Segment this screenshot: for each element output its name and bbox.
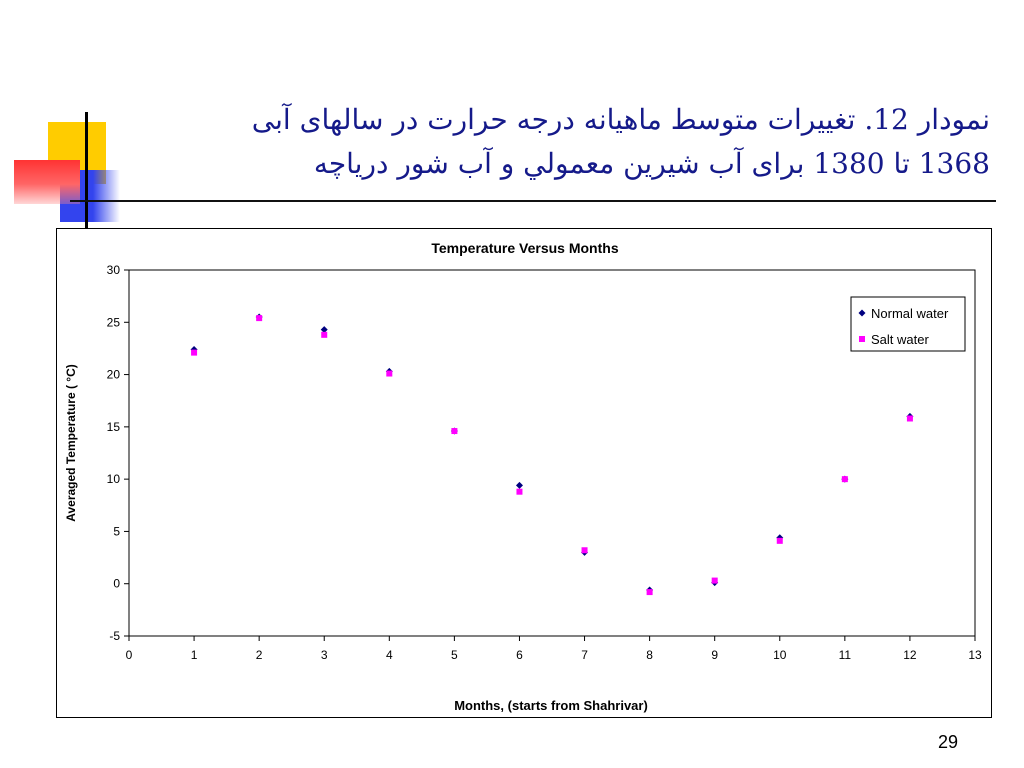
x-tick-label: 13 [968, 648, 982, 662]
salt-water-point [516, 488, 523, 495]
chart-area: Temperature Versus Months Months, (start… [56, 228, 992, 718]
x-tick-label: 2 [256, 648, 263, 662]
salt-water-point [776, 537, 783, 544]
salt-water-point [191, 349, 198, 356]
y-tick-label: -5 [109, 629, 120, 643]
page-number: 29 [938, 732, 959, 752]
x-tick-label: 1 [191, 648, 198, 662]
y-axis-label: Averaged Temperature ( °C) [64, 364, 78, 522]
plot-border [128, 269, 976, 637]
salt-water-point [581, 547, 588, 554]
decor-vertical-line [85, 112, 88, 228]
series-salt-water [191, 315, 913, 596]
y-tick-label: 0 [113, 577, 120, 591]
y-tick-label: 15 [107, 420, 121, 434]
salt-water-point [841, 476, 848, 483]
x-tick-label: 10 [773, 648, 787, 662]
legend: Normal water Salt water [850, 296, 966, 352]
salt-water-point [256, 315, 263, 322]
salt-water-point [451, 428, 458, 435]
slide-title-line-1: نمودار 12. تغییرات متوسط ماهیانه درجه حر… [251, 103, 990, 136]
decor-red-square [14, 160, 80, 204]
normal-water-point [776, 534, 784, 542]
scatter-chart: Temperature Versus Months Months, (start… [64, 240, 982, 713]
salt-water-point [711, 577, 718, 584]
y-tick-label: 30 [107, 263, 121, 277]
title-underline [70, 200, 996, 202]
y-tick-label: 20 [107, 368, 121, 382]
legend-marker-normal-water [858, 309, 866, 317]
x-axis-label: Months, (starts from Shahrivar) [454, 698, 648, 713]
slide-title-line-2: 1368 تا 1380 برای آب شیرین معمولي و آب ش… [313, 147, 990, 180]
x-tick-label: 4 [386, 648, 393, 662]
x-tick-label: 3 [321, 648, 328, 662]
y-tick-label: 10 [107, 472, 121, 486]
x-tick-label: 9 [711, 648, 718, 662]
y-tick-label: 25 [107, 315, 121, 329]
chart-title: Temperature Versus Months [431, 240, 618, 256]
x-tick-label: 0 [126, 648, 133, 662]
legend-label-normal-water: Normal water [871, 306, 949, 321]
series-normal-water [190, 313, 914, 594]
x-tick-label: 12 [903, 648, 917, 662]
normal-water-point [320, 326, 328, 334]
x-tick-label: 5 [451, 648, 458, 662]
normal-water-point [190, 345, 198, 353]
x-tick-label: 6 [516, 648, 523, 662]
slide-title: نمودار 12. تغییرات متوسط ماهیانه درجه حر… [130, 98, 990, 186]
x-tick-label: 8 [646, 648, 653, 662]
legend-box [850, 296, 966, 352]
salt-water-point [386, 370, 393, 377]
normal-water-point [515, 481, 523, 489]
salt-water-point [321, 331, 328, 338]
x-tick-label: 7 [581, 648, 588, 662]
x-tick-label: 11 [839, 648, 852, 662]
salt-water-point [646, 589, 653, 596]
salt-water-point [906, 415, 913, 422]
legend-marker-salt-water [859, 336, 865, 342]
y-tick-label: 5 [113, 524, 120, 538]
legend-label-salt-water: Salt water [871, 332, 929, 347]
